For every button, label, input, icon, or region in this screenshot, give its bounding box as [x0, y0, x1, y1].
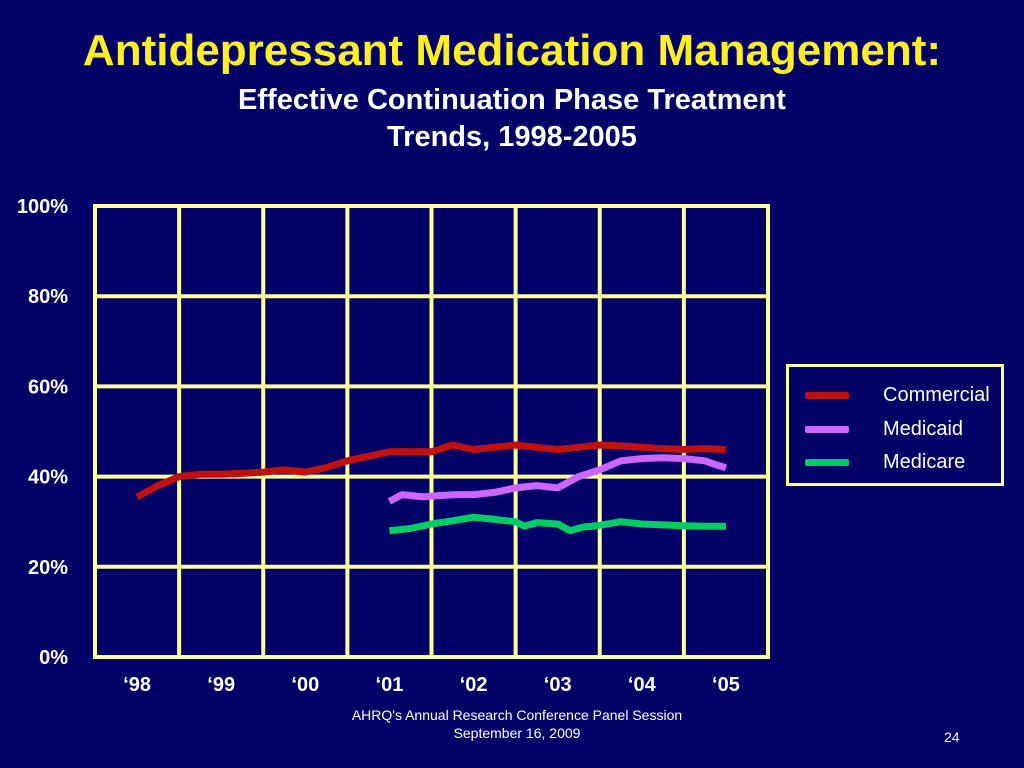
legend-swatch-medicare	[805, 459, 849, 466]
page-number: 24	[944, 729, 960, 745]
y-tick-label: 60%	[28, 376, 68, 398]
legend-label-commercial: Commercial	[883, 384, 990, 406]
slide-title: Antidepressant Medication Management:	[82, 26, 942, 75]
legend-label-medicaid: Medicaid	[883, 418, 964, 440]
x-tick-label: ‘02	[460, 674, 488, 696]
x-tick-label: ‘00	[291, 674, 319, 696]
subtitle-line-1: Effective Continuation Phase Treatment	[238, 84, 786, 116]
y-tick-label: 40%	[28, 467, 68, 489]
x-tick-label: ‘03	[544, 674, 572, 696]
x-tick-label: ‘01	[376, 674, 404, 696]
legend-label-medicare: Medicare	[883, 451, 966, 473]
x-axis-ticks: ‘98 ‘99 ‘00 ‘01 ‘02 ‘03 ‘04 ‘05	[123, 674, 740, 696]
y-tick-label: 80%	[28, 286, 68, 308]
x-tick-label: ‘04	[628, 674, 657, 696]
y-tick-label: 0%	[39, 647, 68, 669]
series-line-medicaid	[387, 454, 727, 505]
slide-subtitle: Effective Continuation Phase Treatment T…	[0, 82, 1024, 156]
footer-line-1: AHRQ's Annual Research Conference Panel …	[351, 707, 683, 723]
series-line-commercial	[135, 441, 727, 500]
chart-grid	[93, 204, 770, 659]
y-tick-label: 20%	[28, 557, 68, 579]
x-tick-label: ‘99	[207, 674, 235, 696]
x-tick-label: ‘05	[712, 674, 740, 696]
legend-swatch-commercial	[805, 392, 849, 399]
footer-line-2: September 16, 2009	[453, 725, 581, 741]
y-tick-label: 100%	[17, 196, 68, 218]
y-axis-ticks: 0% 20% 40% 60% 80% 100%	[17, 196, 68, 669]
legend-swatch-medicaid	[805, 426, 849, 433]
chart-legend: Commercial Medicaid Medicare	[786, 364, 1004, 486]
chart-series	[135, 441, 727, 535]
x-tick-label: ‘98	[123, 674, 151, 696]
series-line-medicare	[389, 513, 726, 535]
slide-footer: AHRQ's Annual Research Conference Panel …	[0, 706, 1024, 742]
subtitle-line-2: Trends, 1998-2005	[387, 121, 637, 153]
